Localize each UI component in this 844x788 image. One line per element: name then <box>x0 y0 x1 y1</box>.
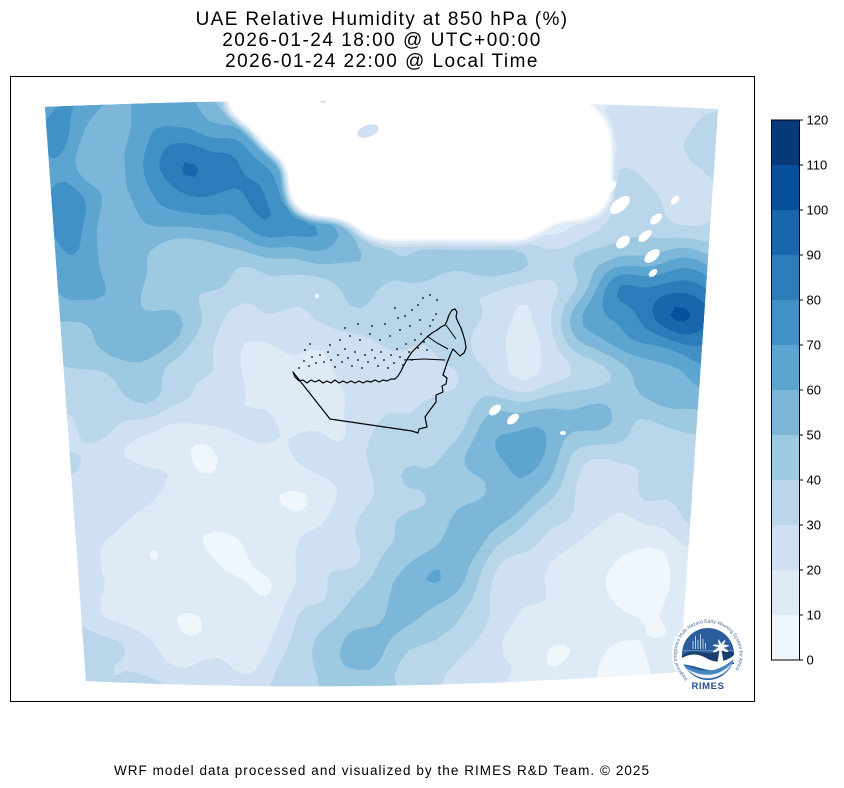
svg-text:RIMES: RIMES <box>691 681 724 692</box>
svg-text:20: 20 <box>807 563 821 578</box>
svg-text:70: 70 <box>807 338 821 353</box>
svg-text:100: 100 <box>807 203 829 218</box>
svg-text:30: 30 <box>807 518 821 533</box>
svg-text:40: 40 <box>807 473 821 488</box>
svg-text:90: 90 <box>807 248 821 263</box>
svg-text:110: 110 <box>807 158 828 173</box>
svg-text:UAE Relative Humidity at 850 h: UAE Relative Humidity at 850 hPa (%) <box>196 9 569 30</box>
svg-text:2026-01-24 18:00 @ UTC+00:00: 2026-01-24 18:00 @ UTC+00:00 <box>222 30 542 51</box>
svg-text:10: 10 <box>807 608 821 623</box>
svg-text:50: 50 <box>807 428 821 443</box>
svg-text:0: 0 <box>807 653 814 668</box>
svg-text:2026-01-24 22:00 @ Local Time: 2026-01-24 22:00 @ Local Time <box>225 51 539 72</box>
svg-text:WRF model data processed and v: WRF model data processed and visualized … <box>114 763 650 778</box>
svg-text:120: 120 <box>807 113 829 128</box>
svg-text:80: 80 <box>807 293 821 308</box>
svg-text:60: 60 <box>807 383 821 398</box>
